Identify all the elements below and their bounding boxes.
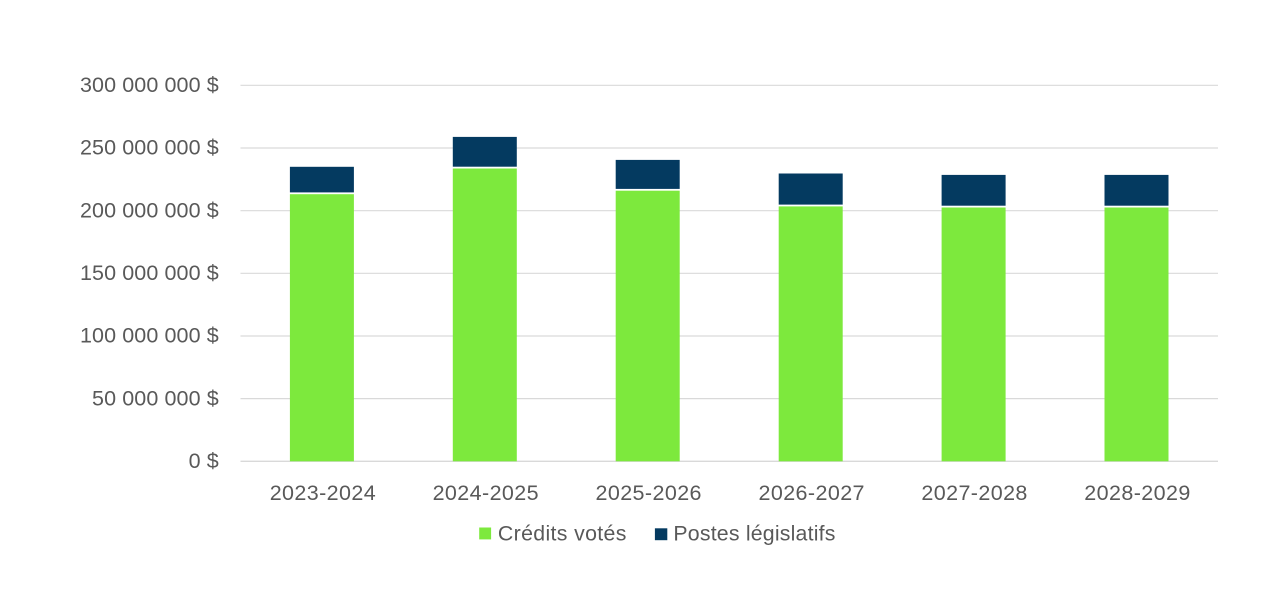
svg-text:50 000 000 $: 50 000 000 $ bbox=[92, 386, 219, 410]
svg-text:2026-2027: 2026-2027 bbox=[758, 481, 864, 505]
svg-text:Crédits votés: Crédits votés bbox=[498, 521, 627, 545]
svg-text:250 000 000 $: 250 000 000 $ bbox=[80, 136, 219, 160]
svg-text:2027-2028: 2027-2028 bbox=[921, 481, 1027, 505]
svg-text:Postes législatifs: Postes législatifs bbox=[673, 521, 835, 545]
svg-text:2023-2024: 2023-2024 bbox=[270, 481, 376, 505]
svg-text:300 000 000 $: 300 000 000 $ bbox=[80, 73, 219, 97]
svg-text:200 000 000 $: 200 000 000 $ bbox=[80, 198, 219, 222]
svg-text:150 000 000 $: 150 000 000 $ bbox=[80, 261, 219, 285]
svg-text:2025-2026: 2025-2026 bbox=[595, 481, 701, 505]
svg-text:100 000 000 $: 100 000 000 $ bbox=[80, 324, 219, 348]
svg-text:2028-2029: 2028-2029 bbox=[1084, 481, 1190, 505]
svg-text:2024-2025: 2024-2025 bbox=[433, 481, 539, 505]
svg-text:0 $: 0 $ bbox=[189, 449, 219, 473]
